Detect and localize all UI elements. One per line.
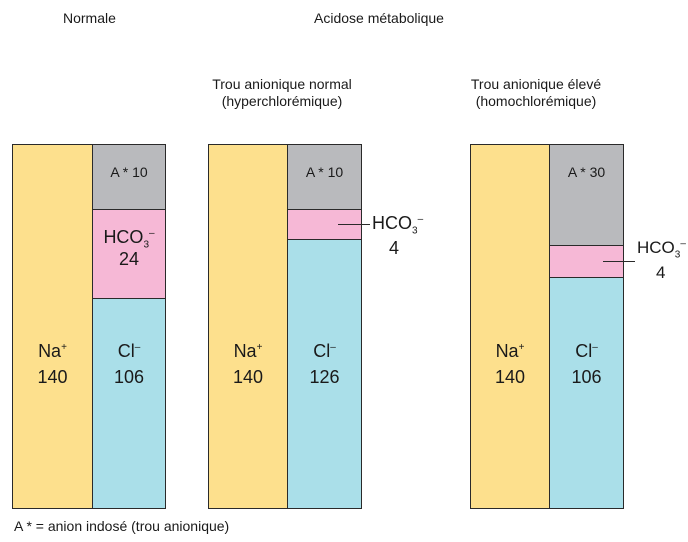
heading-normal-gap-line2: (hyperchlorémique) (221, 93, 343, 109)
cl-segment-normal: Cl– 106 (92, 298, 166, 509)
na-label: Na+ (233, 341, 263, 361)
cl-value: 126 (309, 367, 340, 387)
anion-gap-label: A * 10 (110, 164, 148, 180)
heading-normal-gap: Trou anionique normal (hyperchlorémique) (210, 76, 354, 110)
hco3-segment-normal: HCO3– 24 (92, 209, 166, 299)
anion-gap-segment-normal-gap: A * 10 (287, 144, 362, 210)
hco3-callout-label: HCO3– (372, 213, 424, 237)
na-label: Na+ (495, 341, 525, 361)
na-bar-normal-gap: Na+ 140 (208, 144, 288, 509)
heading-normal: Normale (63, 10, 116, 26)
heading-high-gap: Trou anionique élevé (homochlorémique) (466, 76, 606, 110)
na-value: 140 (494, 367, 526, 387)
footnote: A * = anion indosé (trou anionique) (14, 518, 230, 534)
cl-value: 106 (113, 367, 145, 387)
na-value: 140 (232, 367, 264, 387)
cl-label: Cl– (575, 341, 598, 361)
hco3-callout-label: HCO3– (637, 238, 686, 261)
hco3-callout-value: 4 (656, 263, 666, 282)
heading-normal-gap-line1: Trou anionique normal (212, 76, 352, 92)
anion-gap-label: A * 30 (567, 164, 606, 180)
anion-gap-segment-normal: A * 10 (92, 144, 166, 210)
hco3-callout-value: 4 (389, 238, 400, 258)
na-bar-normal: Na+ 140 (12, 144, 93, 509)
cl-segment-high-gap: Cl– 106 (549, 277, 624, 509)
heading-high-gap-line2: (homochlorémique) (475, 93, 597, 109)
cl-segment-normal-gap: Cl– 126 (287, 239, 362, 509)
na-value: 140 (37, 367, 68, 387)
cl-label: Cl– (313, 341, 336, 361)
cl-label: Cl– (117, 341, 141, 361)
heading-high-gap-line1: Trou anionique élevé (470, 76, 602, 92)
na-bar-high-gap: Na+ 140 (470, 144, 550, 509)
hco3-label: HCO3– (103, 227, 155, 251)
anion-gap-label: A * 10 (305, 164, 344, 180)
hco3-leader-line (603, 261, 635, 262)
hco3-leader-line (338, 224, 370, 225)
cl-value: 106 (571, 367, 602, 387)
hco3-value: 24 (118, 249, 140, 269)
anion-gap-segment-high-gap: A * 30 (549, 144, 624, 246)
heading-acidosis: Acidose métabolique (314, 10, 444, 26)
na-label: Na+ (38, 341, 67, 361)
